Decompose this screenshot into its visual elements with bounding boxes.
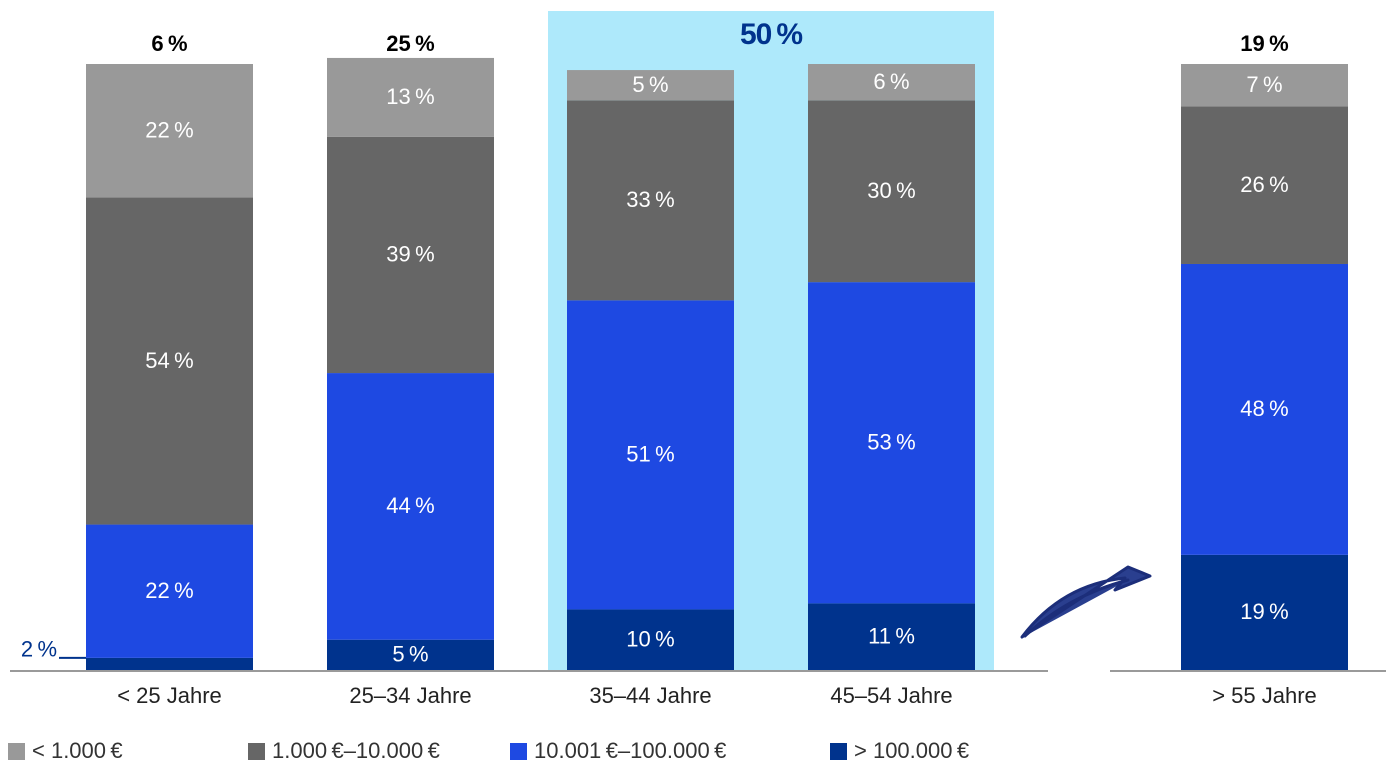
legend-label: 1.000 €–10.000 € [272,738,440,763]
bar-55-jahre-100-000 [1181,554,1348,670]
legend-label: > 100.000 € [854,738,970,763]
x-tick-label: 35–44 Jahre [589,683,711,708]
bar-35-44-jahre-100-000 [567,609,734,670]
x-tick-label: > 55 Jahre [1212,683,1317,708]
bar-total-label: 19 % [1240,31,1288,56]
data-label: 48 % [1240,396,1288,421]
data-label: 53 % [867,430,915,455]
x-tick-label: 25–34 Jahre [349,683,471,708]
bar-45-54-jahre-1-000-10-000 [808,100,975,283]
curved-arrow-icon [1020,565,1152,639]
legend-swatch [830,742,847,760]
bar-total-label: 25 % [386,31,434,56]
data-label: 26 % [1240,172,1288,197]
bar-35-44-jahre-1-000-10-000 [567,100,734,301]
data-label: 7 % [1246,72,1282,97]
data-label: 30 % [867,178,915,203]
bar-total-label: 6 % [151,31,187,56]
bar-55-jahre-1-000-10-000 [1181,106,1348,264]
legend-item: 10.001 €–100.000 € [510,738,726,764]
legend-item: > 100.000 € [830,738,969,764]
data-label: 6 % [873,69,909,94]
data-label: 22 % [145,117,193,142]
bar-45-54-jahre-100-000 [808,603,975,670]
bar-25-jahre-10-001-100-000 [86,524,253,658]
legend-label: < 1.000 € [32,738,123,763]
data-label: 13 % [386,84,434,109]
legend-swatch [510,742,527,760]
bar-25-jahre-1-000 [86,64,253,198]
data-label: 10 % [626,627,674,652]
bar-45-54-jahre-1-000 [808,64,975,101]
bar-25-34-jahre-100-000 [327,639,494,670]
bar-45-54-jahre-10-001-100-000 [808,282,975,604]
data-label: 19 % [1240,599,1288,624]
data-label: 33 % [626,187,674,212]
data-label: 39 % [386,242,434,267]
data-label: 44 % [386,493,434,518]
data-label: 11 % [868,623,915,648]
data-label: 2 % [21,637,57,662]
legend-item: 1.000 €–10.000 € [248,738,440,764]
bar-25-jahre-1-000-10-000 [86,197,253,525]
bar-25-34-jahre-10-001-100-000 [327,373,494,640]
bar-25-34-jahre-1-000-10-000 [327,136,494,374]
x-tick-label: 45–54 Jahre [830,683,952,708]
data-label: 5 % [632,72,668,97]
highlight-total-label: 50 % [740,18,802,51]
data-label: 54 % [145,348,193,373]
data-label: 22 % [145,578,193,603]
bar-35-44-jahre-10-001-100-000 [567,300,734,610]
x-tick-label: < 25 Jahre [117,683,222,708]
legend-label: 10.001 €–100.000 € [534,738,727,763]
legend-swatch [8,742,25,760]
bar-25-34-jahre-1-000 [327,57,494,137]
bar-55-jahre-1-000 [1181,64,1348,107]
bar-55-jahre-10-001-100-000 [1181,263,1348,555]
stacked-bar-chart: 50 % 2 % 22 % 54 % 22 % 6 % < 25 Jahre 5 % 44 % 3… [10,11,1386,708]
legend-swatch [248,742,265,760]
bar-35-44-jahre-1-000 [567,70,734,101]
legend-item: < 1.000 € [8,738,123,764]
data-label: 5 % [392,642,428,667]
data-label: 51 % [626,442,674,467]
bar-25-jahre-100-000 [86,657,253,670]
